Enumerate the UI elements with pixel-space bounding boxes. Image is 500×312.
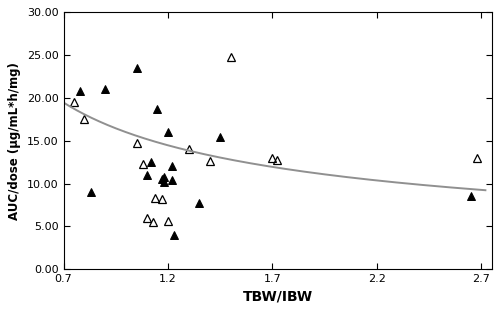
- X-axis label: TBW/IBW: TBW/IBW: [242, 290, 312, 304]
- Y-axis label: AUC/dose (μg/mL*h/mg): AUC/dose (μg/mL*h/mg): [8, 62, 22, 220]
